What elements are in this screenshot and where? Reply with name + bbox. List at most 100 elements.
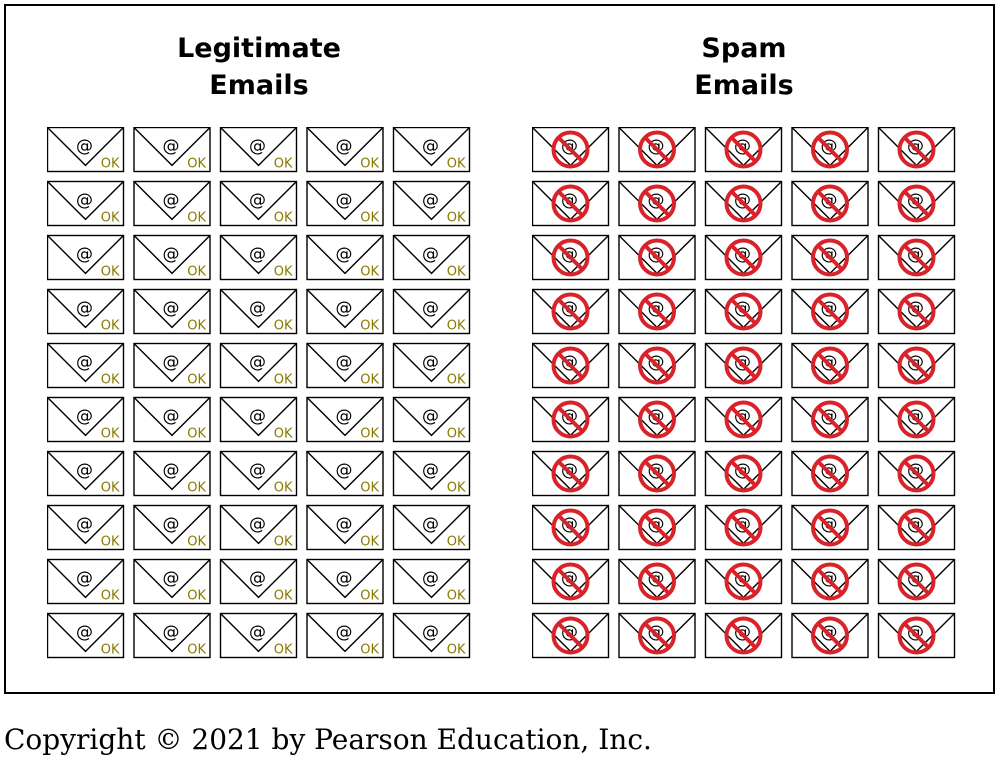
prohibited-icon — [897, 130, 936, 169]
at-symbol: @ — [336, 299, 353, 319]
prohibited-icon — [897, 184, 936, 223]
at-symbol: @ — [76, 407, 93, 427]
at-symbol: @ — [163, 137, 180, 157]
envelope-spam-prohibited-icon: @ — [704, 396, 783, 443]
ok-badge: OK — [101, 427, 120, 442]
ok-badge: OK — [274, 643, 293, 658]
at-symbol: @ — [422, 623, 439, 643]
prohibited-icon — [551, 292, 590, 331]
envelope-spam-prohibited-icon: @ — [704, 342, 783, 389]
ok-badge: OK — [101, 535, 120, 550]
envelope-ok-icon: @ OK — [219, 342, 298, 389]
at-symbol: @ — [336, 515, 353, 535]
envelope-ok-icon: @ OK — [392, 127, 471, 173]
envelope-ok-icon: @ OK — [392, 288, 471, 335]
ok-badge: OK — [274, 211, 293, 226]
legitimate-title-line2: Emails — [209, 70, 309, 101]
prohibited-icon — [551, 238, 590, 277]
at-symbol: @ — [422, 299, 439, 319]
at-symbol: @ — [163, 407, 180, 427]
at-symbol: @ — [336, 623, 353, 643]
ok-badge: OK — [274, 481, 293, 496]
at-symbol: @ — [249, 569, 266, 589]
at-symbol: @ — [249, 191, 266, 211]
at-symbol: @ — [336, 461, 353, 481]
envelope-spam-prohibited-icon: @ — [618, 342, 696, 389]
ok-badge: OK — [447, 265, 466, 280]
envelope-spam-prohibited-icon: @ — [877, 504, 956, 551]
ok-badge: OK — [101, 643, 120, 658]
prohibited-icon — [724, 130, 763, 169]
ok-badge: OK — [360, 265, 379, 280]
at-symbol: @ — [336, 191, 353, 211]
ok-badge: OK — [187, 481, 206, 496]
envelope-spam-prohibited-icon: @ — [532, 234, 610, 281]
envelope-ok-icon: @ OK — [219, 504, 298, 551]
spam-title-line1: Spam — [701, 33, 787, 64]
ok-badge: OK — [187, 643, 206, 658]
ok-badge: OK — [187, 589, 206, 604]
copyright-notice: Copyright © 2021 by Pearson Education, I… — [4, 723, 652, 756]
prohibited-icon — [551, 184, 590, 223]
envelope-spam-prohibited-icon: @ — [877, 450, 956, 497]
ok-badge: OK — [101, 481, 120, 496]
envelope-ok-icon: @ OK — [219, 612, 298, 659]
at-symbol: @ — [76, 623, 93, 643]
ok-badge: OK — [187, 535, 206, 550]
at-symbol: @ — [76, 569, 93, 589]
ok-badge: OK — [187, 373, 206, 388]
ok-badge: OK — [274, 157, 293, 172]
envelope-spam-prohibited-icon: @ — [791, 504, 869, 551]
envelope-ok-icon: @ OK — [133, 504, 211, 551]
at-symbol: @ — [76, 353, 93, 373]
at-symbol: @ — [336, 407, 353, 427]
ok-badge: OK — [447, 481, 466, 496]
envelope-ok-icon: @ OK — [219, 558, 298, 605]
at-symbol: @ — [249, 299, 266, 319]
prohibited-icon — [638, 184, 676, 223]
at-symbol: @ — [422, 461, 439, 481]
envelope-spam-prohibited-icon: @ — [791, 396, 869, 443]
prohibited-icon — [551, 400, 590, 439]
at-symbol: @ — [76, 191, 93, 211]
envelope-spam-prohibited-icon: @ — [704, 234, 783, 281]
prohibited-icon — [551, 454, 590, 493]
envelope-spam-prohibited-icon: @ — [791, 558, 869, 605]
spam-emails-title: Spam Emails — [584, 30, 904, 104]
envelope-ok-icon: @ OK — [306, 612, 384, 659]
envelope-ok-icon: @ OK — [306, 504, 384, 551]
envelope-spam-prohibited-icon: @ — [877, 127, 956, 173]
envelope-spam-prohibited-icon: @ — [791, 288, 869, 335]
envelope-ok-icon: @ OK — [47, 180, 125, 227]
at-symbol: @ — [336, 569, 353, 589]
envelope-ok-icon: @ OK — [392, 234, 471, 281]
envelope-ok-icon: @ OK — [306, 180, 384, 227]
envelope-spam-prohibited-icon: @ — [532, 612, 610, 659]
at-symbol: @ — [336, 353, 353, 373]
envelope-ok-icon: @ OK — [133, 558, 211, 605]
legitimate-emails-title: Legitimate Emails — [99, 30, 419, 104]
prohibited-icon — [724, 616, 763, 655]
envelope-ok-icon: @ OK — [219, 127, 298, 173]
envelope-spam-prohibited-icon: @ — [704, 288, 783, 335]
ok-badge: OK — [274, 319, 293, 334]
envelope-ok-icon: @ OK — [392, 180, 471, 227]
at-symbol: @ — [76, 515, 93, 535]
legitimate-title-line1: Legitimate — [177, 33, 341, 64]
ok-badge: OK — [447, 157, 466, 172]
ok-badge: OK — [360, 373, 379, 388]
prohibited-icon — [897, 616, 936, 655]
envelope-ok-icon: @ OK — [133, 450, 211, 497]
envelope-ok-icon: @ OK — [47, 342, 125, 389]
prohibited-icon — [811, 616, 849, 655]
envelope-spam-prohibited-icon: @ — [532, 342, 610, 389]
envelope-spam-prohibited-icon: @ — [704, 450, 783, 497]
prohibited-icon — [724, 508, 763, 547]
prohibited-icon — [811, 130, 849, 169]
at-symbol: @ — [249, 461, 266, 481]
envelope-ok-icon: @ OK — [133, 288, 211, 335]
envelope-ok-icon: @ OK — [392, 504, 471, 551]
envelope-ok-icon: @ OK — [306, 558, 384, 605]
at-symbol: @ — [422, 137, 439, 157]
prohibited-icon — [897, 562, 936, 601]
